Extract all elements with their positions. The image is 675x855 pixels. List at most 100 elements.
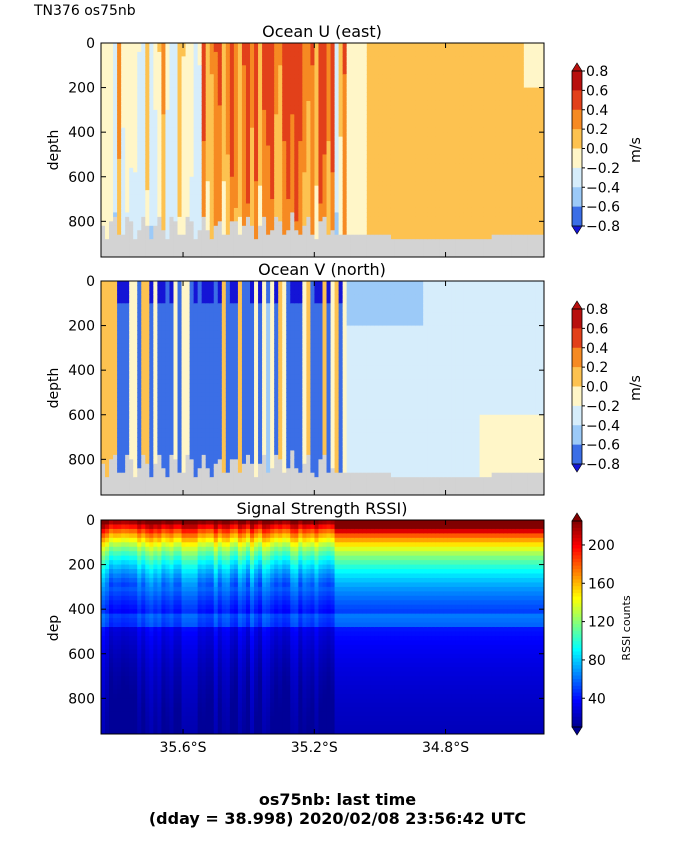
heatmap-cell	[237, 150, 243, 156]
heatmap-cell	[177, 167, 183, 173]
heatmap-cell	[443, 207, 448, 214]
heatmap-cell	[270, 118, 275, 124]
heatmap-cell	[314, 207, 320, 214]
heatmap-cell	[117, 172, 122, 178]
heatmap-cell	[362, 141, 368, 147]
heatmap-cell	[411, 87, 416, 93]
heatmap-cell	[125, 221, 130, 227]
heatmap-cell	[374, 83, 380, 89]
heatmap-cell	[358, 56, 364, 62]
heatmap-cell	[455, 243, 461, 249]
heatmap-cell	[294, 100, 299, 107]
heatmap-cell	[479, 47, 485, 53]
heatmap-cell	[237, 190, 243, 196]
heatmap-cell	[483, 51, 489, 57]
heatmap-cell	[250, 243, 255, 249]
heatmap-cell	[233, 216, 239, 222]
heatmap-cell	[338, 181, 344, 187]
heatmap-cell	[125, 230, 130, 236]
heatmap-cell	[137, 225, 142, 231]
heatmap-cell	[149, 56, 154, 62]
heatmap-cell	[157, 141, 163, 147]
heatmap-cell	[419, 185, 424, 191]
heatmap-cell	[495, 118, 501, 124]
heatmap-cell	[435, 172, 440, 178]
heatmap-cell	[189, 100, 195, 107]
heatmap-cell	[105, 203, 110, 209]
heatmap-cell	[274, 234, 279, 240]
heatmap-cell	[169, 185, 175, 191]
heatmap-cell	[378, 239, 384, 245]
heatmap-cell	[511, 47, 517, 53]
heatmap-cell	[511, 158, 517, 164]
heatmap-cell	[499, 114, 505, 120]
heatmap-cell	[415, 199, 420, 205]
heatmap-cell	[443, 74, 448, 80]
heatmap-cell	[503, 132, 509, 138]
heatmap-cell	[394, 252, 400, 257]
heatmap-cell	[511, 114, 517, 120]
heatmap-cell	[487, 158, 493, 164]
heatmap-cell	[451, 87, 456, 93]
heatmap-cell	[487, 163, 493, 169]
heatmap-cell	[197, 207, 203, 214]
heatmap-cell	[233, 105, 239, 111]
heatmap-cell	[463, 221, 469, 227]
heatmap-cell	[117, 100, 122, 107]
heatmap-cell	[487, 123, 493, 129]
heatmap-cell	[286, 92, 291, 98]
heatmap-cell	[475, 109, 481, 115]
heatmap-cell	[101, 87, 106, 93]
heatmap-cell	[250, 248, 255, 254]
heatmap-cell	[193, 181, 199, 187]
heatmap-cell	[105, 83, 110, 89]
heatmap-cell	[382, 127, 388, 133]
heatmap-cell	[394, 221, 400, 227]
heatmap-cell	[254, 69, 259, 75]
heatmap-cell	[322, 181, 328, 187]
heatmap-cell	[258, 181, 263, 187]
heatmap-cell	[105, 74, 110, 80]
heatmap-cell	[314, 69, 320, 75]
heatmap-cell	[161, 194, 167, 200]
heatmap-cell	[503, 87, 509, 93]
heatmap-cell	[209, 176, 215, 182]
heatmap-cell	[403, 172, 408, 178]
heatmap-cell	[423, 207, 428, 214]
heatmap-cell	[455, 141, 461, 147]
heatmap-cell	[330, 60, 336, 66]
heatmap-cell	[101, 167, 106, 173]
heatmap-cell	[125, 118, 130, 124]
heatmap-cell	[141, 239, 146, 245]
heatmap-cell	[298, 176, 303, 182]
heatmap-cell	[370, 212, 376, 218]
heatmap-cell	[382, 105, 388, 111]
heatmap-cell	[435, 230, 440, 236]
heatmap-cell	[149, 203, 154, 209]
heatmap-cell	[314, 100, 320, 107]
heatmap-cell	[435, 87, 440, 93]
heatmap-cell	[362, 216, 368, 222]
heatmap-cell	[169, 83, 175, 89]
heatmap-cell	[270, 252, 275, 257]
heatmap-cell	[266, 248, 271, 254]
heatmap-cell	[366, 203, 372, 209]
heatmap-cell	[294, 243, 299, 249]
heatmap-cell	[479, 239, 485, 245]
heatmap-cell	[310, 150, 316, 156]
heatmap-cell	[262, 74, 267, 80]
heatmap-cell	[451, 118, 456, 124]
heatmap-cell	[205, 230, 211, 236]
heatmap-cell	[161, 123, 167, 129]
heatmap-cell	[113, 158, 118, 164]
heatmap-cell	[209, 127, 215, 133]
heatmap-cell	[463, 65, 469, 71]
heatmap-cell	[362, 114, 368, 120]
heatmap-cell	[487, 141, 493, 147]
heatmap-cell	[443, 65, 448, 71]
heatmap-cell	[282, 203, 287, 209]
heatmap-cell	[189, 158, 195, 164]
heatmap-cell	[463, 207, 469, 214]
heatmap-cell	[241, 239, 247, 245]
heatmap-cell	[185, 154, 191, 160]
